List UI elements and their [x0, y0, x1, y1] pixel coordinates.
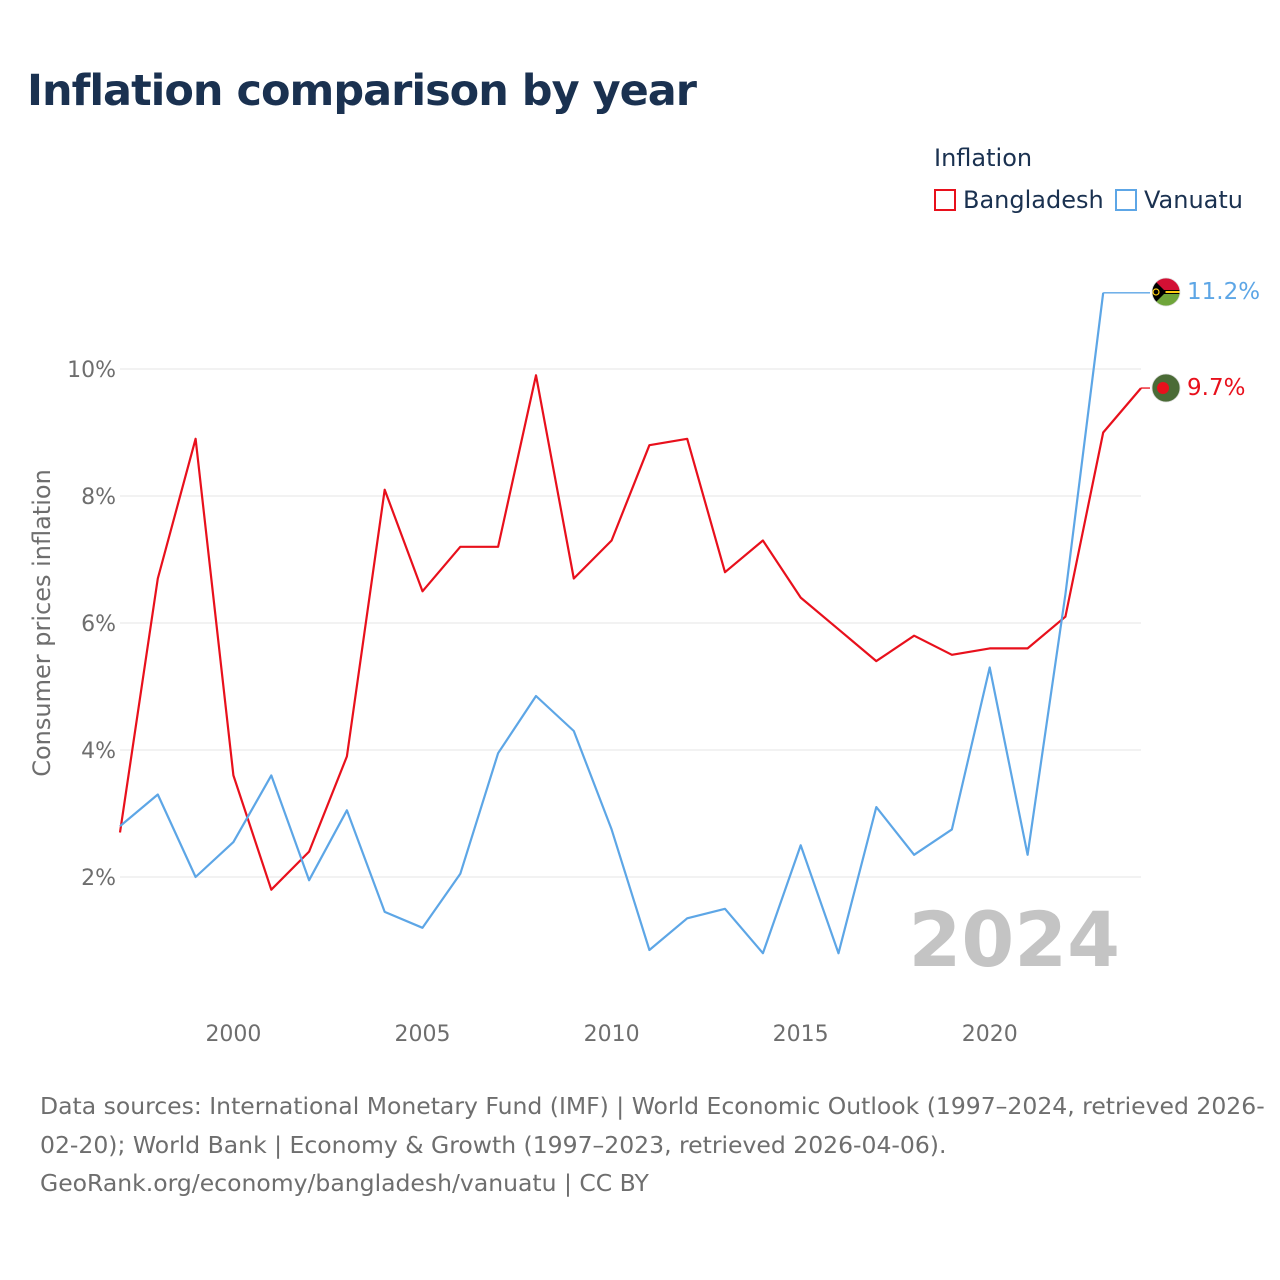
legend-title: Inflation	[934, 144, 1033, 172]
y-tick-label: 6%	[81, 612, 116, 637]
end-label-vanuatu: 11.2%	[1187, 279, 1260, 305]
gridlines	[120, 368, 1141, 878]
legend-item-vanuatu[interactable]: Vanuatu	[1115, 186, 1243, 214]
y-axis-label: Consumer prices inflation	[28, 469, 56, 777]
footer-line-2: 02-20); World Bank | Economy & Growth (1…	[40, 1130, 947, 1159]
y-tick-label: 8%	[81, 485, 116, 510]
x-tick-label: 2005	[395, 1022, 451, 1047]
y-tick-label: 4%	[81, 739, 116, 764]
y-axis-ticks: 2% 4% 6% 8% 10%	[67, 358, 116, 891]
series-lines	[118, 292, 1150, 955]
y-tick-label: 2%	[81, 866, 116, 891]
legend-label-bangladesh: Bangladesh	[963, 186, 1104, 214]
x-tick-label: 2000	[205, 1022, 261, 1047]
footer-line-3[interactable]: GeoRank.org/economy/bangladesh/vanuatu |…	[40, 1169, 649, 1197]
chart-title: Inflation comparison by year	[27, 66, 697, 116]
vanuatu-flag	[1151, 277, 1181, 307]
year-watermark: 2024	[908, 895, 1120, 984]
x-axis-ticks: 2000 2005 2010 2015 2020	[205, 1022, 1017, 1047]
legend-swatch-bangladesh	[934, 189, 956, 211]
series-line-bangladesh	[118, 374, 1142, 891]
x-tick-label: 2020	[962, 1022, 1018, 1047]
bangladesh-flag	[1151, 373, 1181, 403]
legend-label-vanuatu: Vanuatu	[1144, 186, 1244, 214]
legend-item-bangladesh[interactable]: Bangladesh	[934, 186, 1104, 214]
footer-sources: Data sources: International Monetary Fun…	[40, 1087, 1265, 1203]
x-tick-label: 2015	[773, 1022, 829, 1047]
series-line-vanuatu	[119, 292, 1105, 955]
legend-swatch-vanuatu	[1115, 189, 1137, 211]
y-tick-label: 10%	[67, 358, 116, 383]
end-label-bangladesh: 9.7%	[1187, 375, 1245, 401]
footer-line-1: Data sources: International Monetary Fun…	[40, 1092, 1265, 1120]
x-tick-label: 2010	[584, 1022, 640, 1047]
